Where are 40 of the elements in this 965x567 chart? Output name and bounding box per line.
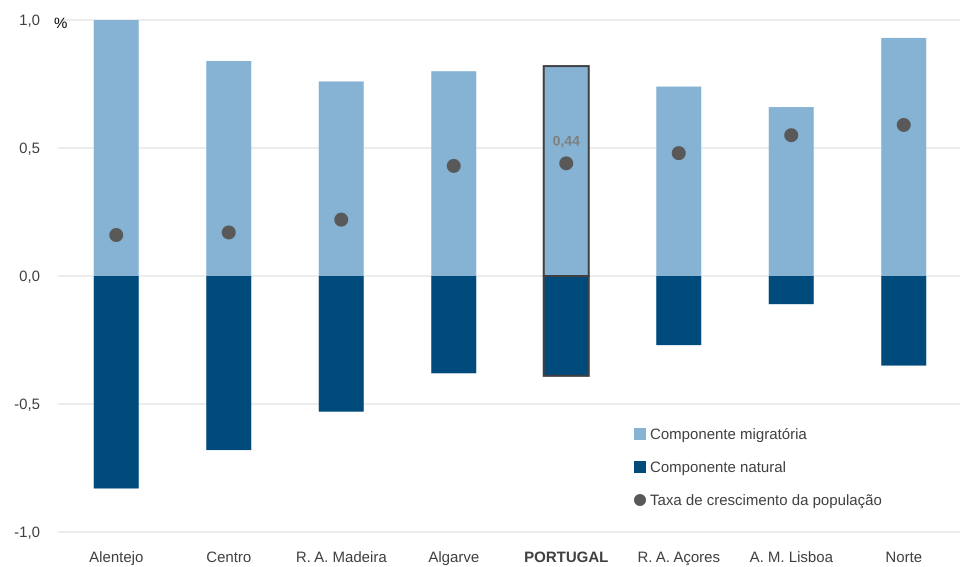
y-tick-label: 1,0 bbox=[19, 12, 40, 29]
legend-label: Taxa de crescimento da população bbox=[650, 492, 882, 509]
y-tick-label: 0,0 bbox=[19, 268, 40, 285]
bar bbox=[431, 276, 476, 374]
point bbox=[109, 228, 124, 242]
bar bbox=[881, 276, 926, 366]
x-tick-label: Algarve bbox=[428, 549, 480, 566]
x-tick-label: PORTUGAL bbox=[524, 549, 608, 566]
bar bbox=[206, 276, 252, 450]
y-axis-title: % bbox=[54, 15, 68, 32]
bar bbox=[94, 20, 139, 276]
point bbox=[446, 158, 461, 173]
bar bbox=[318, 276, 364, 412]
point bbox=[222, 225, 236, 240]
x-tick-label: A. M. Lisboa bbox=[750, 549, 834, 566]
bar bbox=[318, 81, 364, 276]
y-tick-label: 0,5 bbox=[19, 140, 40, 157]
legend-label: Componente natural bbox=[650, 459, 786, 476]
data-label: 0,44 bbox=[552, 132, 580, 148]
legend-label: Componente migratória bbox=[650, 426, 808, 443]
point bbox=[334, 212, 348, 227]
bar bbox=[768, 276, 814, 304]
bar bbox=[431, 71, 476, 276]
x-tick-label: Norte bbox=[885, 549, 922, 566]
bar bbox=[768, 107, 814, 276]
x-tick-label: R. A. Madeira bbox=[296, 549, 388, 566]
bar bbox=[206, 60, 252, 276]
bar bbox=[656, 276, 702, 346]
point bbox=[784, 128, 798, 142]
x-tick-label: Centro bbox=[206, 549, 252, 566]
y-tick-label: -1,0 bbox=[14, 524, 40, 541]
point bbox=[896, 118, 911, 132]
y-tick-label: -0,5 bbox=[14, 396, 40, 413]
bar bbox=[656, 86, 702, 276]
x-tick-label: Alentejo bbox=[89, 549, 144, 566]
bar bbox=[94, 276, 139, 488]
point bbox=[672, 146, 686, 160]
bar bbox=[881, 38, 926, 276]
point bbox=[559, 156, 574, 170]
x-tick-label: R. A. Açores bbox=[637, 549, 720, 566]
